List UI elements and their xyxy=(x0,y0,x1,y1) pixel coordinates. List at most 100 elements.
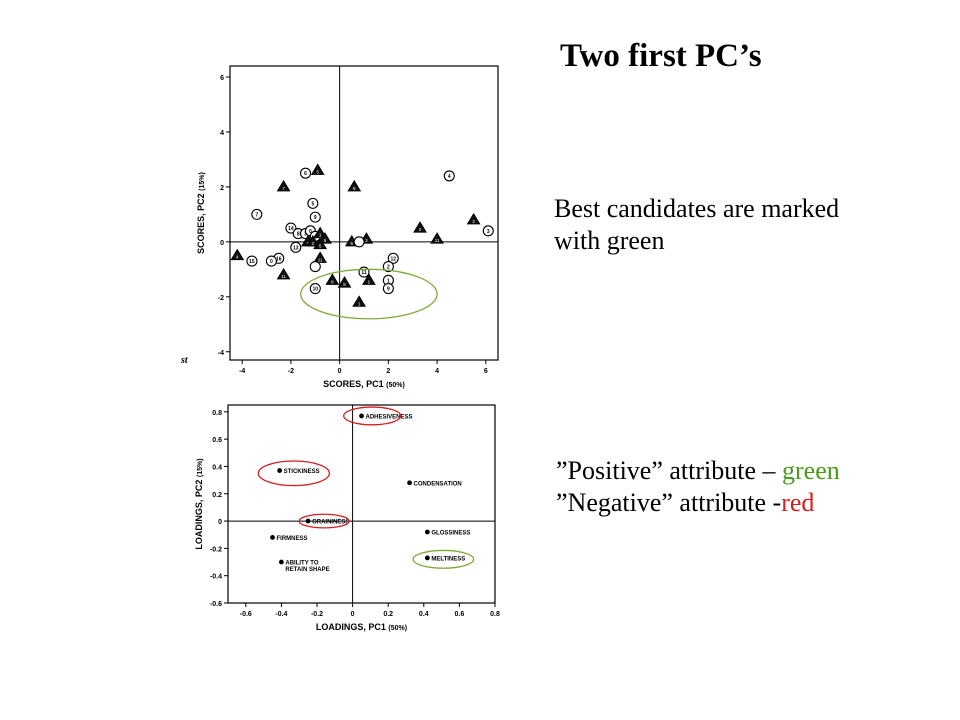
circle-marker-label: 4 xyxy=(448,174,451,180)
y-axis-label-text: LOADINGS, PC2 xyxy=(194,477,204,550)
triangle-marker-label: 5 xyxy=(319,244,322,249)
loading-point-label: ADHESIVENESS xyxy=(366,414,413,420)
negative-attribute-color-word: red xyxy=(781,488,815,517)
triangle-marker-label: 1 xyxy=(319,233,322,238)
triangle-marker-label: 3 xyxy=(365,238,368,243)
circle-marker-label: 13 xyxy=(293,245,299,251)
triangle-marker-label: 11 xyxy=(281,274,286,279)
loading-point xyxy=(277,468,283,473)
x-tick-label: 0.4 xyxy=(419,611,429,618)
circle-marker-label: 9 xyxy=(387,287,390,293)
loading-point-label: FIRMNESS xyxy=(277,536,308,542)
loading-point-label-line2: RETAIN SHAPE xyxy=(285,567,329,573)
circle-marker-label: 9 xyxy=(314,215,317,221)
triangle-marker-label: 7 xyxy=(282,186,285,191)
circle-marker xyxy=(309,283,321,295)
x-tick-label: -0.2 xyxy=(311,611,323,618)
y-tick-label: -2 xyxy=(218,295,224,302)
red-highlight-ellipse xyxy=(343,406,402,426)
triangle-marker xyxy=(313,226,328,239)
triangle-marker xyxy=(430,232,444,244)
circle-marker xyxy=(353,236,365,248)
triangle-marker-label: 8 xyxy=(353,186,356,191)
y-tick-label: 0.6 xyxy=(212,437,222,444)
positive-attribute-line: ”Positive” attribute – green xyxy=(556,455,840,487)
circle-marker-label: 10 xyxy=(312,287,318,293)
circle-marker xyxy=(307,197,319,209)
x-axis-label-pct: (50%) xyxy=(388,625,407,632)
candidates-note: Best candidates are marked with green xyxy=(554,193,839,257)
circle-marker-label: 5 xyxy=(311,201,314,207)
triangle-marker xyxy=(347,179,362,192)
circle-marker-label: 7 xyxy=(255,212,258,218)
y-axis-label-pct: (15%) xyxy=(199,172,206,191)
plot-frame xyxy=(227,404,496,604)
circle-marker-label: 6 xyxy=(304,171,307,177)
loadings-scatter-chart: -0.6 -0.4 -0.2 0 0.2 0.4 0.6 0.8 -0.6 -0.4 -0.2 0 0.… xyxy=(194,404,500,632)
circle-marker-label: 16 xyxy=(276,256,282,262)
circle-marker xyxy=(382,283,394,295)
triangle-marker-label: 1 xyxy=(368,279,371,284)
positive-attribute-text: ”Positive” attribute – xyxy=(556,456,783,485)
triangle-marker xyxy=(361,273,376,285)
triangle-marker-label: 8 xyxy=(343,282,346,287)
candidates-note-line2: with green xyxy=(554,226,665,255)
circle-marker xyxy=(309,211,321,223)
triangle-marker xyxy=(413,221,427,233)
circle-marker-label: 0 xyxy=(309,229,312,235)
triangle-marker xyxy=(310,163,325,175)
loading-point xyxy=(279,559,284,565)
triangle-marker xyxy=(352,295,367,307)
y-axis-label-text: SCORES, PC2 xyxy=(196,191,206,254)
circle-marker xyxy=(443,170,455,182)
triangle-marker-label: 5 xyxy=(351,241,354,246)
x-axis-label: SCORES, PC1 (50%) xyxy=(323,379,405,389)
y-tick-label: 4 xyxy=(220,130,224,137)
circle-marker xyxy=(382,261,394,273)
triangle-marker-label: 6 xyxy=(324,238,327,243)
stray-mark: st xyxy=(180,355,189,366)
triangle-marker-label: 5 xyxy=(316,169,319,174)
plot-frame xyxy=(229,65,499,361)
triangle-marker-label: 1 xyxy=(358,301,361,306)
circle-marker-label: 3 xyxy=(487,229,490,235)
triangle-marker xyxy=(318,232,332,244)
loading-point xyxy=(270,535,275,540)
green-highlight-ellipse xyxy=(300,268,438,320)
red-highlight-ellipse xyxy=(298,513,350,529)
circle-marker xyxy=(246,255,258,267)
loading-point-label: MELTINESS xyxy=(431,556,465,562)
loading-point xyxy=(359,413,364,419)
circle-marker xyxy=(265,255,277,267)
red-highlight-ellipse xyxy=(257,460,331,487)
x-axis-label-text: SCORES, PC1 xyxy=(323,379,386,389)
circle-marker xyxy=(290,241,302,253)
y-tick-label: 0.4 xyxy=(212,464,222,471)
attribute-legend: ”Positive” attribute – green ”Negative” … xyxy=(556,455,840,519)
loading-point-label: GLOSSINESS xyxy=(431,530,470,536)
triangle-marker-label: 8 xyxy=(331,279,334,284)
y-axis-label-pct: (15%) xyxy=(197,458,204,477)
slide-title: Two first PC’s xyxy=(560,38,762,74)
x-tick-label: 0.6 xyxy=(455,611,465,618)
y-tick-label: 0.2 xyxy=(212,492,222,499)
y-tick-label: 0 xyxy=(218,519,222,526)
circle-marker xyxy=(299,167,312,179)
y-tick-label: -0.4 xyxy=(210,574,222,581)
x-axis-label-pct: (50%) xyxy=(386,382,405,389)
y-tick-label: 0 xyxy=(220,240,224,247)
green-highlight-ellipse xyxy=(412,549,475,569)
y-tick-label: 6 xyxy=(220,75,224,82)
circle-marker xyxy=(285,222,297,234)
x-tick-label: 6 xyxy=(484,368,488,375)
circle-marker xyxy=(309,261,321,273)
negative-attribute-line: ”Negative” attribute -red xyxy=(556,487,840,519)
loading-point xyxy=(407,480,412,486)
triangle-marker xyxy=(466,212,481,225)
y-tick-label: -0.6 xyxy=(210,601,222,608)
loading-point-label: CONDENSATION xyxy=(414,481,462,487)
candidates-note-line1: Best candidates are marked xyxy=(554,194,840,223)
x-axis-label: LOADINGS, PC1 (50%) xyxy=(316,622,407,632)
x-tick-label: 4 xyxy=(435,368,439,375)
